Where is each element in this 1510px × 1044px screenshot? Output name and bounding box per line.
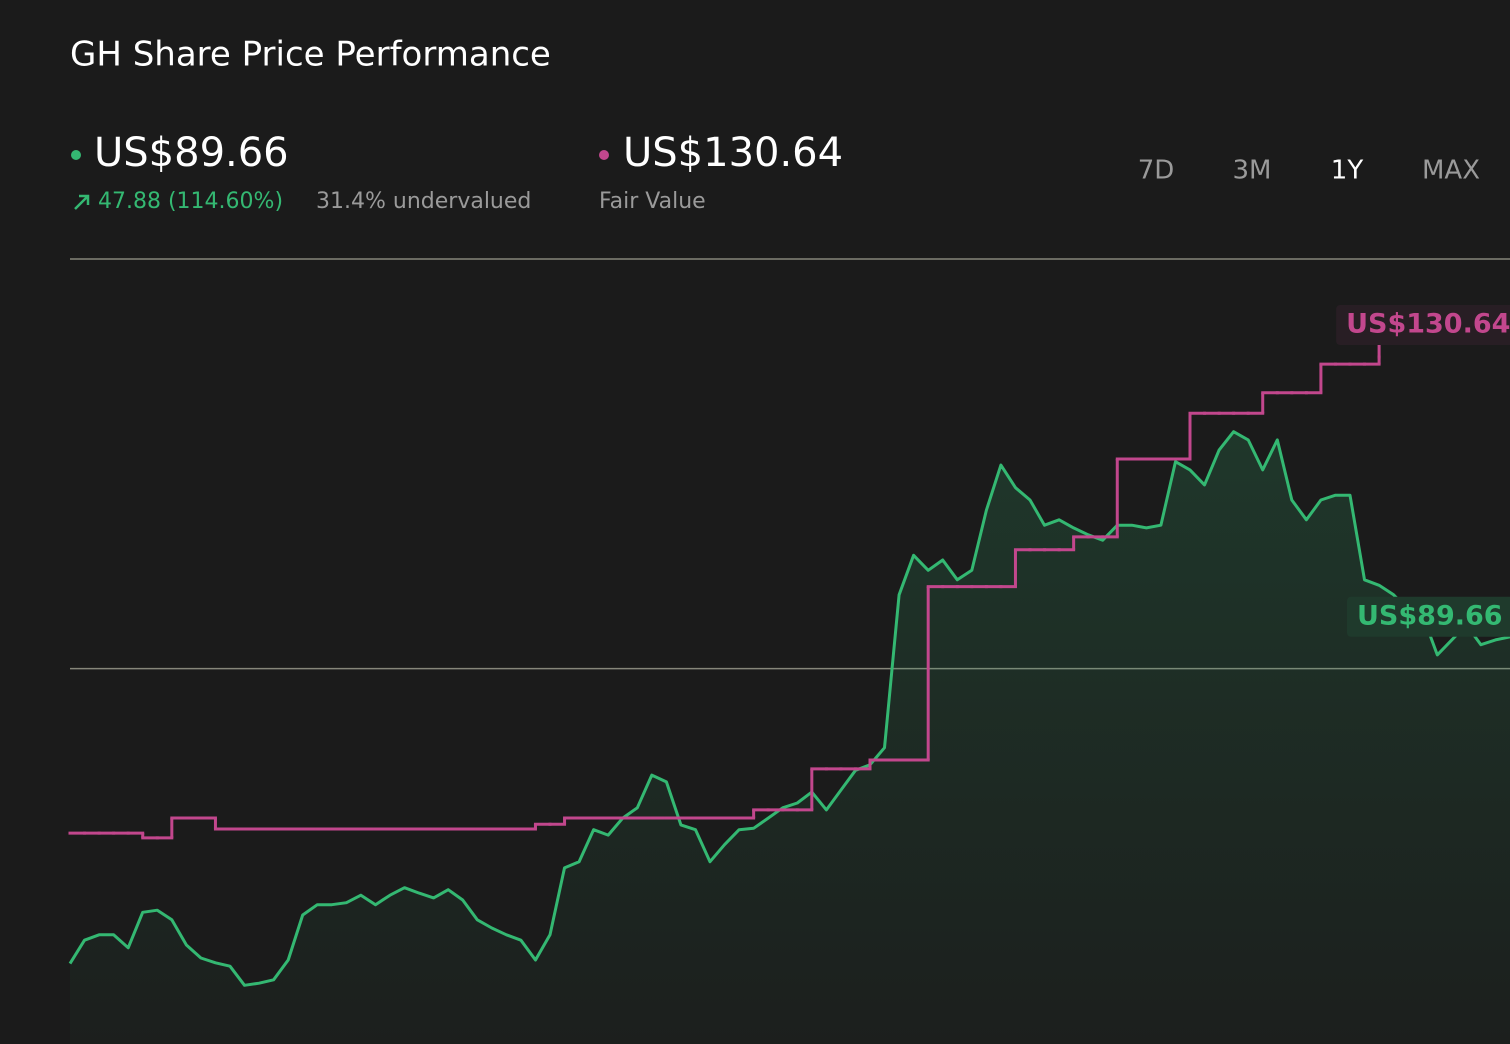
chart-title: GH Share Price Performance <box>70 35 551 75</box>
price-line <box>68 430 1510 987</box>
range-button[interactable]: 7D <box>1138 156 1175 186</box>
fair-value: US$130.64 <box>623 130 843 176</box>
legend-dot <box>599 150 609 160</box>
price-end-label: US$89.66 <box>1357 600 1503 631</box>
fair-value-end-label: US$130.64 <box>1346 309 1510 340</box>
price-value: US$89.66 <box>94 130 289 176</box>
range-button[interactable]: 1Y <box>1331 156 1364 186</box>
plot: US$130.64 US$89.66 <box>68 258 1510 1044</box>
valuation: 31.4% undervalued <box>316 189 531 214</box>
price-area <box>70 431 1510 1044</box>
range-selector: 7D 3M 1Y MAX <box>1138 156 1480 186</box>
fair-value-label: Fair Value <box>599 189 706 214</box>
legend-dot <box>71 150 81 160</box>
range-button[interactable]: 3M <box>1233 156 1272 186</box>
range-button[interactable]: MAX <box>1422 156 1480 186</box>
label-box <box>1336 305 1510 346</box>
up-arrow <box>74 194 90 210</box>
label-box <box>1347 596 1510 637</box>
price-change: 47.88 (114.60%) <box>98 189 283 214</box>
